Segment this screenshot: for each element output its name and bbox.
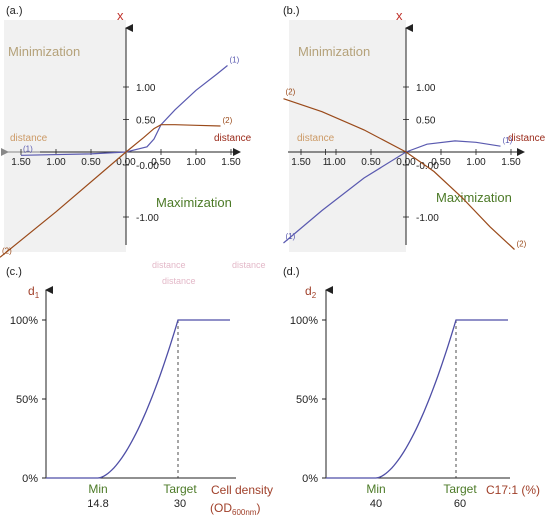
panel-a-maximization: Maximization bbox=[156, 195, 232, 210]
x-tick-label: 1.50 bbox=[501, 157, 521, 168]
y-tick-label: 1.00 bbox=[136, 83, 156, 94]
panel-b-y-label: x bbox=[396, 8, 403, 23]
panel-b-maximization: Maximization bbox=[436, 190, 512, 205]
panel-a-label: (a.) bbox=[6, 5, 23, 17]
panel-b-minimization: Minimization bbox=[298, 44, 370, 59]
panel-c-x-label-sub: 600nm bbox=[232, 508, 257, 517]
y-tick-label: 1.00 bbox=[416, 83, 436, 94]
panel-d-label: (d.) bbox=[283, 266, 300, 278]
panel-c-label: (c.) bbox=[6, 266, 22, 278]
panel-d-y-label-sub: 2 bbox=[312, 291, 317, 300]
panel-d-y-label: d2 bbox=[305, 284, 317, 300]
series-label-start: (1) bbox=[23, 144, 33, 153]
panel-a-minimization: Minimization bbox=[8, 44, 80, 59]
panel-a-ghost-label-1: distance bbox=[152, 260, 186, 270]
panel-d-min-value: 40 bbox=[370, 498, 382, 510]
panel-d-target-value: 60 bbox=[454, 498, 466, 510]
series-line-1 bbox=[20, 65, 228, 156]
panel-d-y-label-main: d bbox=[305, 284, 312, 298]
panel-c-target-value: 30 bbox=[174, 498, 186, 510]
panel-a-shade bbox=[4, 20, 126, 252]
x-tick-label: 0.50 bbox=[151, 157, 171, 168]
panel-b-distance-right: distance bbox=[508, 133, 546, 144]
panel-d-y-tick-100: 100% bbox=[290, 315, 318, 327]
x-tick-label: 1.00 bbox=[46, 157, 66, 168]
x-tick-label: 1.00 bbox=[326, 157, 346, 168]
series-label-end: (1) bbox=[503, 136, 513, 145]
y-tick-label: -1.00 bbox=[136, 213, 159, 224]
panel-a-y-label: x bbox=[117, 8, 124, 23]
x-tick-label: 0.00 bbox=[396, 157, 416, 168]
panel-c-y-tick-0: 0% bbox=[22, 473, 38, 485]
x-tick-label: 0.00 bbox=[116, 157, 136, 168]
panel-c-y-label-main: d bbox=[28, 284, 35, 298]
series-label-start: (2) bbox=[286, 88, 296, 97]
panel-a-series: (1) (1) (2) (2) bbox=[0, 56, 240, 258]
panel-a-ticks: 1.50 1.00 0.50 0.00 0.50 1.00 1.501.000.50-0.0… bbox=[11, 83, 241, 224]
series-line-2 bbox=[283, 98, 515, 250]
panel-d-min-label: Min bbox=[366, 482, 385, 496]
panel-c-y-tick-100: 100% bbox=[10, 315, 38, 327]
panel-d-y-tick-50: 50% bbox=[296, 394, 318, 406]
panel-d-target-label: Target bbox=[443, 482, 477, 496]
x-tick-label: 0.50 bbox=[431, 157, 451, 168]
y-tick-label: 0.50 bbox=[136, 116, 156, 127]
panel-c-y-label-sub: 1 bbox=[35, 291, 40, 300]
panel-c-y-tick-50: 50% bbox=[16, 394, 38, 406]
panel-d-y-tick-0: 0% bbox=[302, 473, 318, 485]
panel-c: (c.) d1 100% 50% 0% Min 14.8 Target 30 C… bbox=[6, 266, 273, 517]
panel-a: (a.) x Minimization Maximization distanc… bbox=[0, 5, 266, 286]
panel-d-desirability-curve bbox=[326, 319, 508, 479]
panel-a-ghost-label-3: distance bbox=[162, 276, 196, 286]
panel-b-label: (b.) bbox=[283, 5, 300, 17]
panel-b: (b.) x Minimization Maximization distanc… bbox=[283, 5, 546, 252]
x-tick-label: 1.50 bbox=[11, 157, 31, 168]
panel-c-x-label-suffix: ) bbox=[256, 501, 260, 515]
panel-a-ghost-label-2: distance bbox=[232, 260, 266, 270]
series-label-start: (2) bbox=[2, 246, 12, 255]
panel-d: (d.) d2 100% 50% 0% Min 40 Target 60 C17… bbox=[283, 266, 540, 510]
x-tick-label: 1.00 bbox=[466, 157, 486, 168]
panel-c-min-label: Min bbox=[88, 482, 107, 496]
panel-c-target-label: Target bbox=[163, 482, 197, 496]
panel-c-min-value: 14.8 bbox=[87, 498, 108, 510]
series-line-1 bbox=[283, 140, 501, 244]
panel-c-x-label: Cell density bbox=[211, 483, 273, 497]
series-line-2 bbox=[0, 124, 221, 258]
x-tick-label: 1.00 bbox=[186, 157, 206, 168]
series-label-end: (1) bbox=[230, 56, 240, 65]
y-tick-label: 0.50 bbox=[416, 116, 436, 127]
x-tick-label: 1.50 bbox=[291, 157, 311, 168]
x-tick-label: 0.50 bbox=[361, 157, 381, 168]
panel-c-y-label: d1 bbox=[28, 284, 40, 300]
panel-a-distance-right: distance bbox=[214, 133, 252, 144]
series-label-start: (1) bbox=[286, 232, 296, 241]
series-label-end: (2) bbox=[223, 116, 233, 125]
x-tick-label: 1 bbox=[323, 157, 329, 168]
y-tick-label: -0.00 bbox=[136, 161, 159, 172]
panel-c-desirability-curve bbox=[46, 319, 230, 479]
series-label-end: (2) bbox=[517, 240, 527, 249]
panel-b-shade bbox=[289, 20, 406, 252]
x-tick-label: 0.50 bbox=[81, 157, 101, 168]
panel-a-distance-left: distance bbox=[10, 133, 48, 144]
panel-b-distance-left: distance bbox=[297, 133, 335, 144]
panel-d-x-label: C17:1 (%) bbox=[486, 483, 540, 497]
panel-c-x-label-line2: (OD600nm) bbox=[210, 501, 260, 517]
panel-b-series: (1) (1) (2) (2) bbox=[283, 88, 527, 250]
panel-c-x-label-prefix: (OD bbox=[210, 501, 232, 515]
x-tick-label: 1.50 bbox=[221, 157, 241, 168]
y-tick-label: -1.00 bbox=[416, 213, 439, 224]
